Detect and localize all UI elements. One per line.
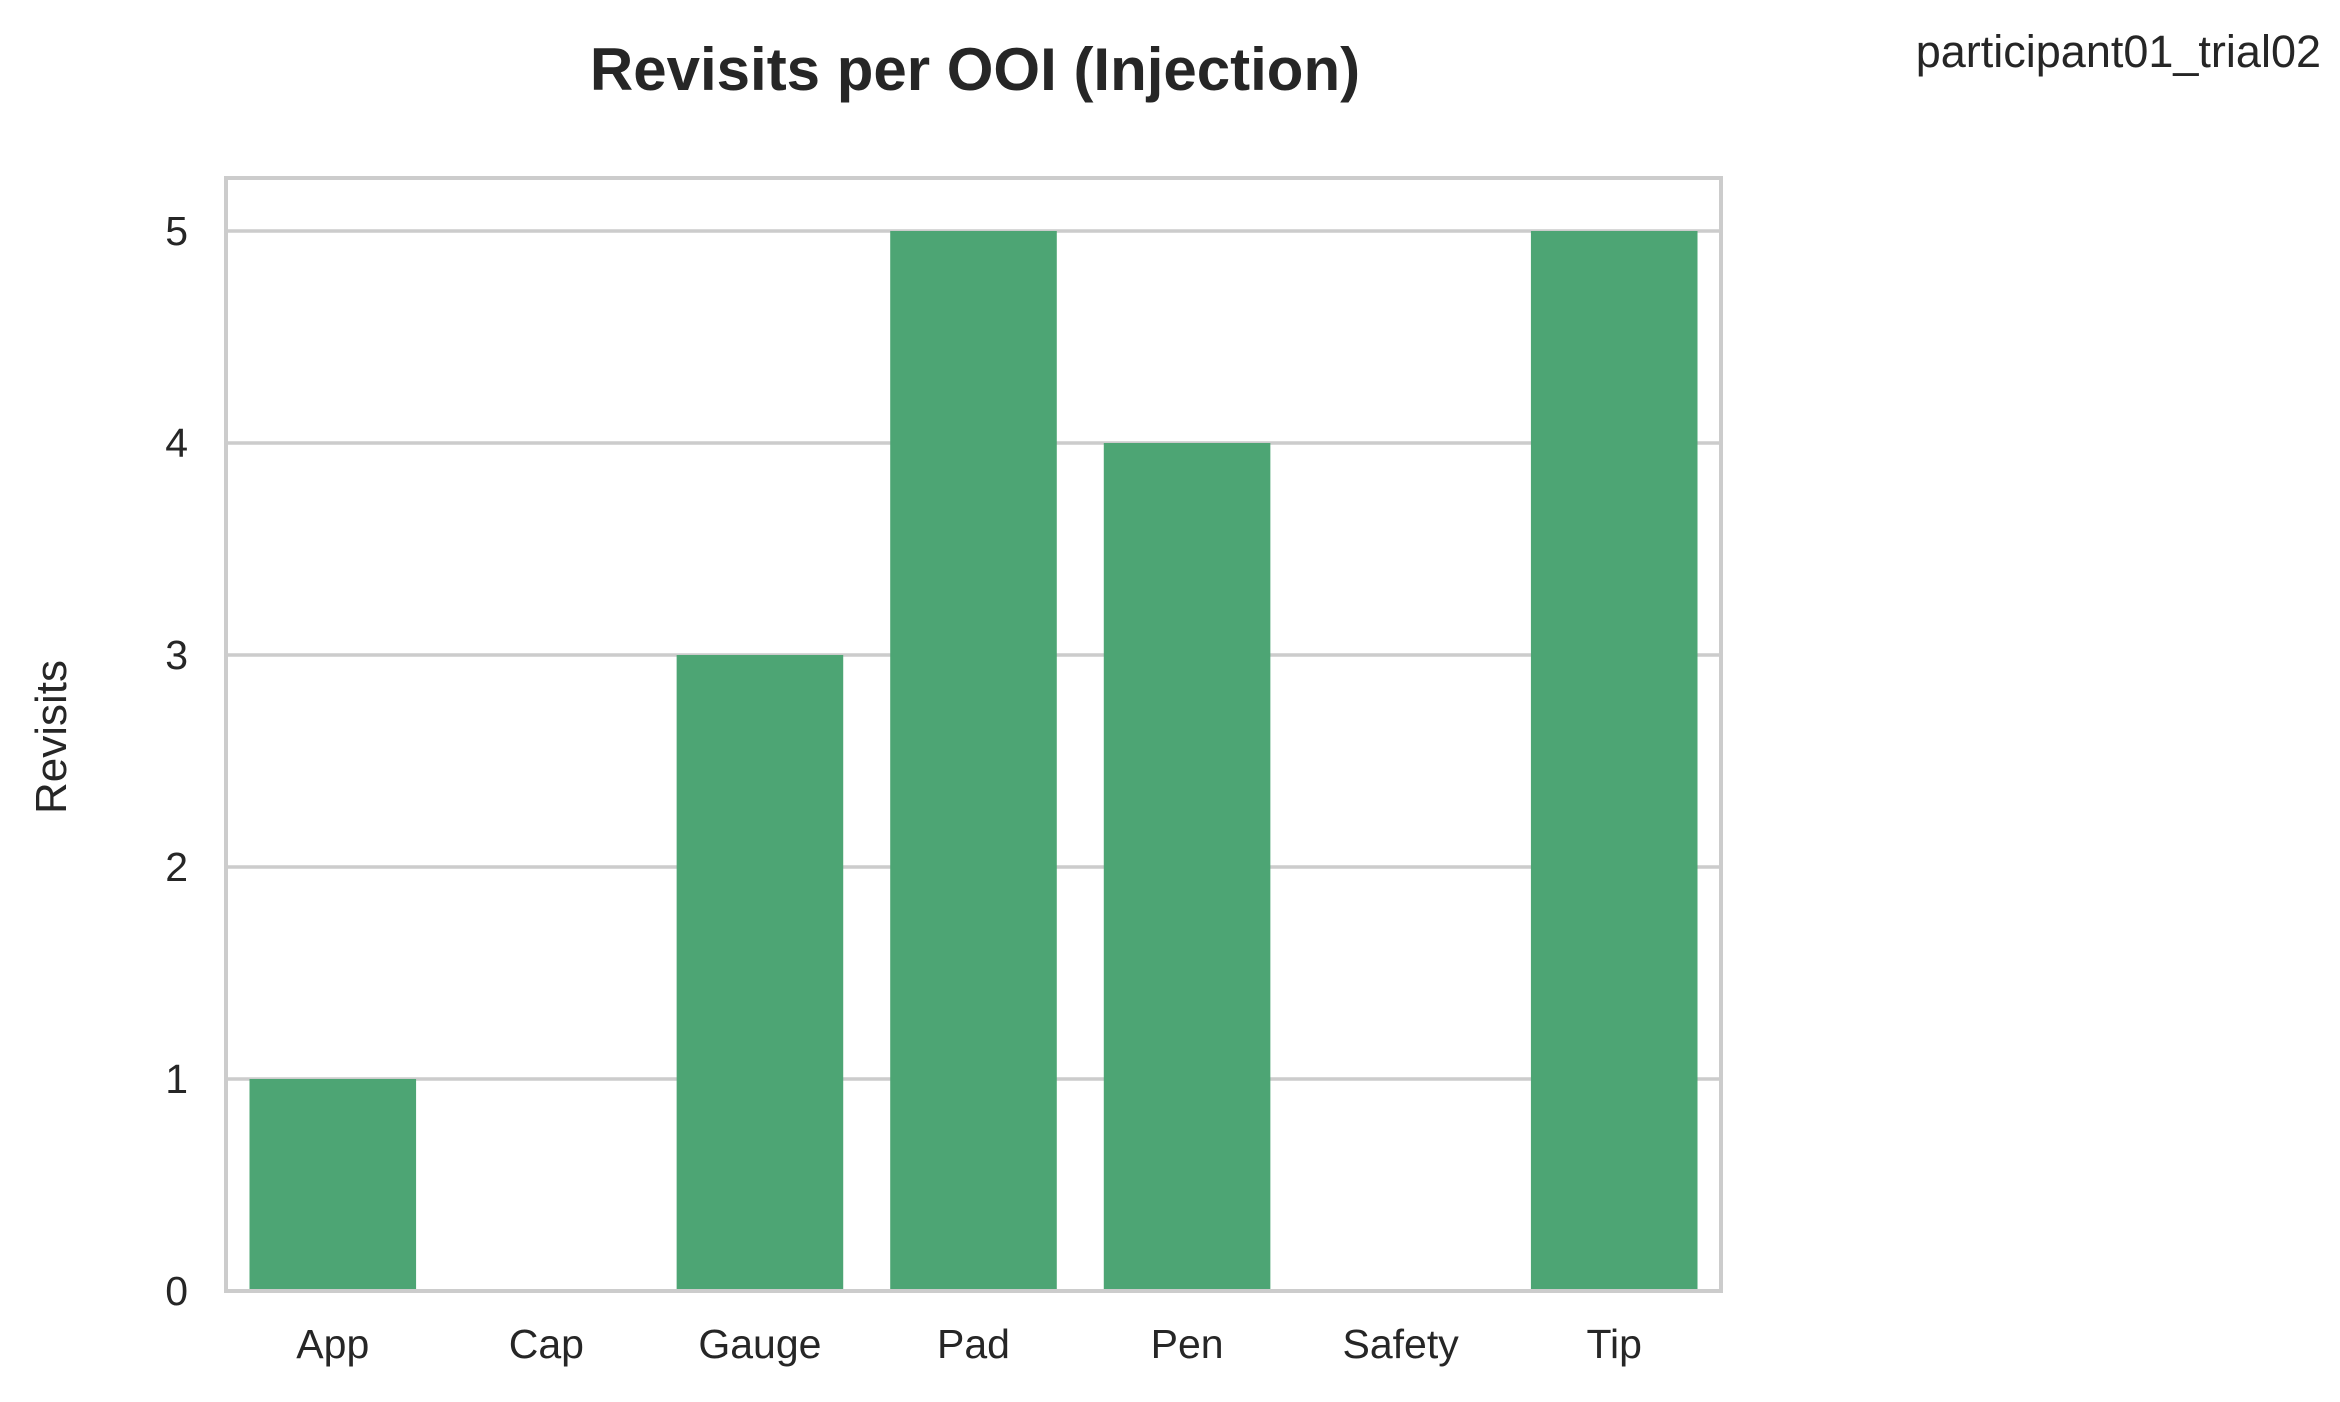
y-axis-label: Revisits [27,660,76,814]
bar-gauge [676,655,844,1291]
x-tick-label: Pen [1151,1321,1224,1367]
bar-pen [1103,443,1271,1291]
y-tick-label: 2 [165,844,188,890]
y-tick-label: 5 [165,208,188,254]
x-tick-label: Safety [1343,1321,1460,1367]
x-tick-label: Gauge [698,1321,821,1367]
x-tick-label: Pad [937,1321,1010,1367]
bar-pad [890,231,1057,1291]
bar-app [249,1079,417,1291]
y-tick-label: 0 [165,1268,188,1314]
y-tick-label: 3 [165,632,188,678]
participant-trial-label: participant01_trial02 [1916,26,2321,77]
y-tick-label: 4 [165,420,188,466]
chart-title: Revisits per OOI (Injection) [590,36,1360,103]
y-axis-ticks: 0 1 2 3 4 5 [165,208,188,1314]
bars [249,231,1698,1291]
plot-frame [224,176,1723,1293]
x-axis-ticks: App Cap Gauge Pad Pen Safety Tip [296,1321,1642,1367]
x-tick-label: App [296,1321,369,1367]
bar-tip [1530,231,1698,1291]
y-tick-label: 1 [165,1056,188,1102]
x-tick-label: Cap [509,1321,584,1367]
x-tick-label: Tip [1586,1321,1641,1367]
